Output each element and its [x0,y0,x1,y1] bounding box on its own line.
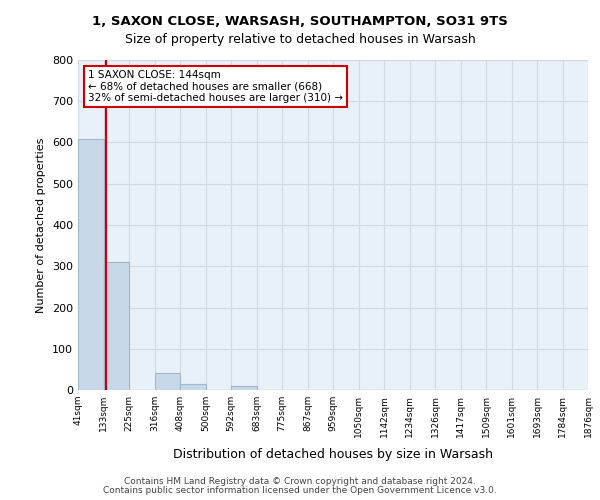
Bar [104,262,129,390]
Text: 1, SAXON CLOSE, WARSASH, SOUTHAMPTON, SO31 9TS: 1, SAXON CLOSE, WARSASH, SOUTHAMPTON, SO… [92,15,508,28]
X-axis label: Distribution of detached houses by size in Warsash: Distribution of detached houses by size … [173,448,493,461]
Bar [155,372,180,390]
Text: Contains HM Land Registry data © Crown copyright and database right 2024.: Contains HM Land Registry data © Crown c… [124,477,476,486]
Text: Contains public sector information licensed under the Open Government Licence v3: Contains public sector information licen… [103,486,497,495]
Bar [78,139,104,390]
Text: 1 SAXON CLOSE: 144sqm
← 68% of detached houses are smaller (668)
32% of semi-det: 1 SAXON CLOSE: 144sqm ← 68% of detached … [88,70,343,103]
Bar [231,386,257,390]
Bar [180,384,205,390]
Text: Size of property relative to detached houses in Warsash: Size of property relative to detached ho… [125,32,475,46]
Y-axis label: Number of detached properties: Number of detached properties [37,138,46,312]
